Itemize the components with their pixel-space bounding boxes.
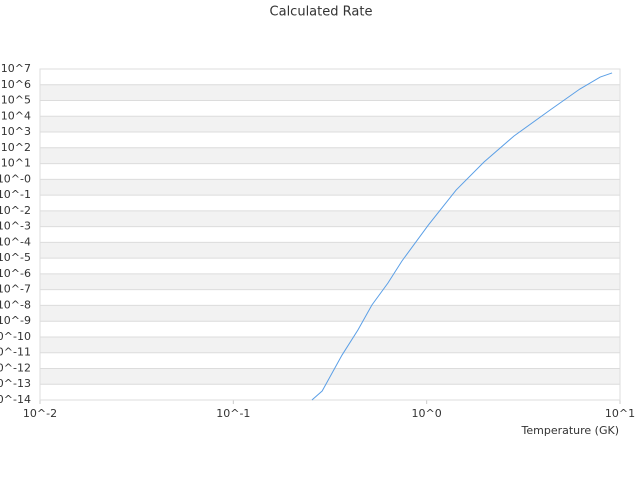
grid-band bbox=[40, 305, 620, 322]
data-line bbox=[311, 72, 613, 401]
y-tick-label: 10^-14 bbox=[0, 393, 31, 406]
y-tick-label: 10^-7 bbox=[0, 283, 31, 296]
y-tick-label: 10^-0 bbox=[0, 172, 31, 185]
x-axis-label: Temperature (GK) bbox=[521, 424, 620, 437]
y-tick-label: 10^-6 bbox=[0, 267, 31, 280]
grid-band bbox=[40, 210, 620, 227]
y-tick-label: 10^7 bbox=[1, 62, 31, 75]
y-tick-label: 10^4 bbox=[1, 109, 31, 122]
y-tick-label: 10^-3 bbox=[0, 220, 31, 233]
grid-band bbox=[40, 147, 620, 164]
grid-band bbox=[40, 84, 620, 101]
grid-band bbox=[40, 273, 620, 290]
y-tick-label: 10^3 bbox=[1, 125, 31, 138]
grid-band bbox=[40, 336, 620, 353]
y-tick-label: 10^-9 bbox=[0, 314, 31, 327]
grid-band bbox=[40, 179, 620, 196]
y-tick-label: 10^5 bbox=[1, 94, 31, 107]
y-tick-label: 10^-8 bbox=[0, 298, 31, 311]
x-tick-label: 10^-2 bbox=[23, 407, 57, 420]
y-tick-label: 10^-2 bbox=[0, 204, 31, 217]
y-tick-label: 10^-12 bbox=[0, 361, 31, 374]
chart-title: Calculated Rate bbox=[270, 5, 373, 20]
y-tick-label: 10^-5 bbox=[0, 251, 31, 264]
plot-frame bbox=[39, 68, 621, 401]
grid-band bbox=[40, 242, 620, 259]
y-tick-label: 10^-13 bbox=[0, 377, 31, 390]
y-tick-label: 10^-1 bbox=[0, 188, 31, 201]
grid-band bbox=[40, 116, 620, 133]
x-tick-label: 10^1 bbox=[605, 407, 635, 420]
y-tick-label: 10^-11 bbox=[0, 346, 31, 359]
x-tick-label: 10^-1 bbox=[216, 407, 250, 420]
plot-background bbox=[40, 84, 620, 385]
y-tick-label: 10^6 bbox=[1, 78, 31, 91]
y-tick-label: 10^1 bbox=[1, 157, 31, 170]
y-tick-label: 10^-4 bbox=[0, 235, 31, 248]
y-tick-label: 10^-10 bbox=[0, 330, 31, 343]
y-tick-label: 10^2 bbox=[1, 141, 31, 154]
x-tick-label: 10^0 bbox=[412, 407, 442, 420]
